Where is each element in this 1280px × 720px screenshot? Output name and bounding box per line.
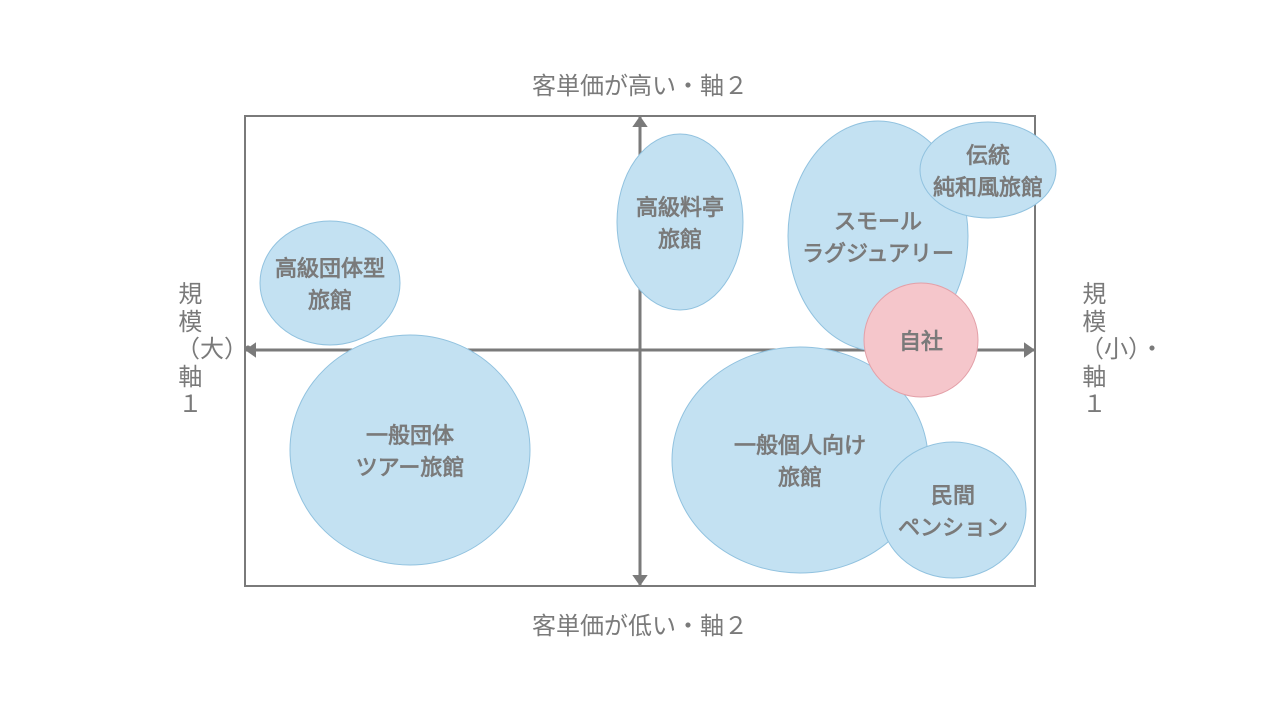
bubble-kokyu-dantai [260, 221, 400, 345]
bubble-dento-wafu [920, 122, 1056, 218]
axis-label-top: 客単価が高い・軸２ [532, 66, 748, 101]
positioning-map: 客単価が高い・軸２ 客単価が低い・軸２ 規模（大）・軸１ 規模（小）・軸１ 高級… [0, 0, 1280, 720]
axis-label-right: 規模（小）・軸１ [1080, 281, 1109, 419]
bubble-ippan-dantai [290, 335, 530, 565]
axis-label-bottom: 客単価が低い・軸２ [532, 606, 748, 641]
bubble-jisha [864, 283, 978, 397]
bubble-minkan-pension [880, 442, 1026, 578]
bubble-kokyu-ryotei [617, 134, 743, 310]
axis-label-left: 規模（大）・軸１ [176, 281, 205, 419]
